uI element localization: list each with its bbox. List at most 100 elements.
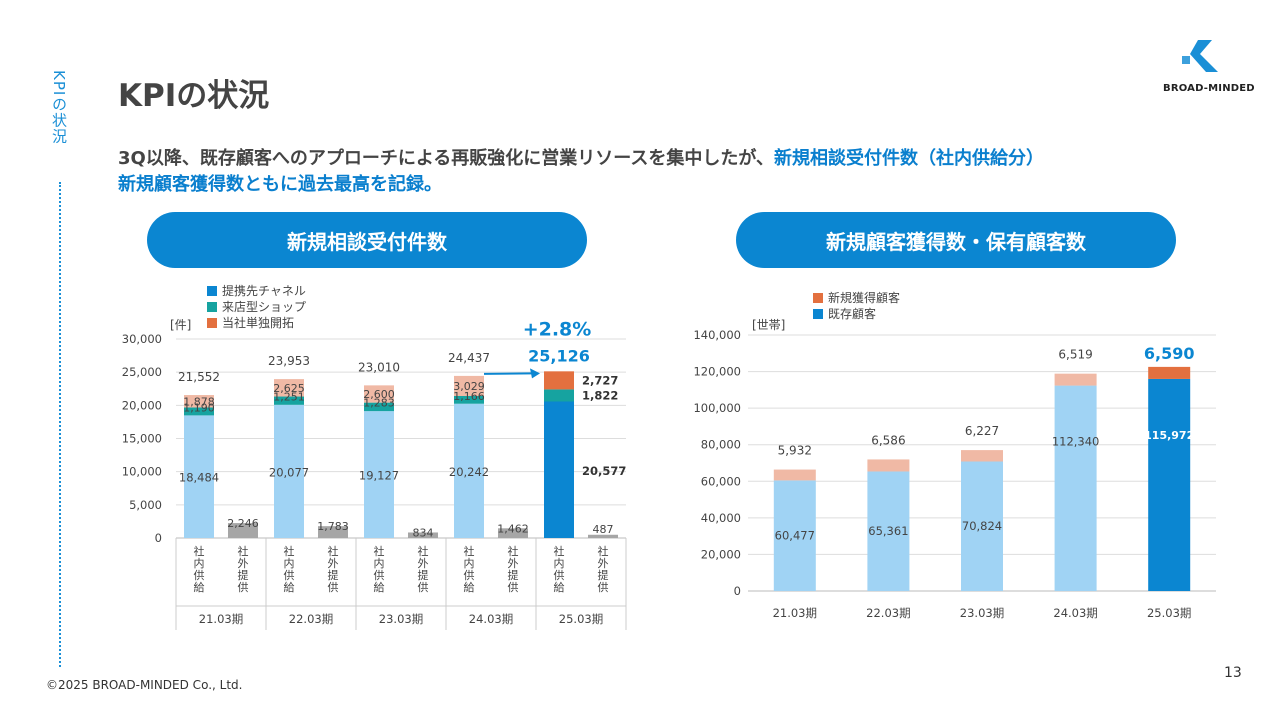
bar-new <box>1054 373 1097 386</box>
y-tick-label: 25,000 <box>122 365 162 379</box>
legend-label: 来店型ショップ <box>222 300 306 314</box>
bar-existing <box>961 461 1003 591</box>
sub-category-label: 給 <box>194 580 205 594</box>
y-tick-label: 5,000 <box>129 498 162 512</box>
label-shop: 1,251 <box>273 391 305 404</box>
period-label: 22.03期 <box>289 612 333 626</box>
label-new: 6,586 <box>871 433 905 447</box>
left-panel-title: 新規相談受付件数 <box>147 212 587 268</box>
label-new: 5,932 <box>778 444 812 458</box>
bar-external <box>408 532 438 538</box>
label-shop: 1,822 <box>582 388 618 402</box>
sub-category-label: 給 <box>284 580 295 594</box>
label-own: 2,625 <box>273 382 305 395</box>
label-own: 3,029 <box>453 380 485 393</box>
label-partner: 20,242 <box>449 465 489 479</box>
legend-swatch <box>813 293 823 303</box>
lead-text: 3Q以降、既存顧客へのアプローチによる再販強化に営業リソースを集中したが、新規相… <box>118 146 1238 198</box>
growth-arrowhead <box>530 368 540 379</box>
sub-category-label: 社 <box>284 544 295 558</box>
sub-category-label: 供 <box>284 568 295 582</box>
sub-category-label: 社 <box>238 544 249 558</box>
label-own: 1,878 <box>183 395 215 408</box>
sub-category-label: 社 <box>508 544 519 558</box>
bar-existing <box>867 471 910 591</box>
bar-own <box>364 385 394 403</box>
y-axis-unit: [件] <box>170 318 191 332</box>
label-total: 25,126 <box>528 346 590 365</box>
sub-category-label: 給 <box>464 580 475 594</box>
label-total: 24,437 <box>448 351 490 365</box>
sub-category-label: 提 <box>328 569 339 582</box>
legend-label: 既存顧客 <box>828 306 876 321</box>
sub-category-label: 供 <box>464 568 475 582</box>
bar-external <box>498 528 528 538</box>
bar-own <box>454 375 484 396</box>
sub-category-label: 供 <box>418 580 429 594</box>
label-own: 2,600 <box>363 388 395 401</box>
legend-swatch <box>207 302 217 312</box>
bar-own <box>544 371 574 390</box>
bar-partner <box>184 415 214 538</box>
bar-shop <box>454 395 484 404</box>
sub-category-label: 社 <box>554 544 565 558</box>
label-shop: 1,190 <box>183 401 215 414</box>
y-tick-label: 60,000 <box>701 474 741 488</box>
legend-swatch <box>813 309 823 319</box>
sub-category-label: 供 <box>374 568 385 582</box>
period-label: 24.03期 <box>469 612 513 626</box>
bar-new <box>867 459 910 472</box>
sub-category-label: 社 <box>194 544 205 558</box>
sub-category-label: 社 <box>464 544 475 558</box>
sub-category-label: 社 <box>598 544 609 558</box>
y-tick-label: 10,000 <box>122 465 162 479</box>
label-partner: 20,077 <box>269 465 309 479</box>
lead-part-1: 3Q以降、既存顧客へのアプローチによる再販強化に営業リソースを集中したが、 <box>118 148 775 169</box>
legend-swatch <box>207 286 217 296</box>
sub-category-label: 提 <box>508 569 519 582</box>
label-external: 487 <box>593 523 614 536</box>
label-existing: 70,824 <box>962 519 1002 533</box>
sub-category-label: 社 <box>374 544 385 558</box>
y-tick-label: 80,000 <box>701 438 741 452</box>
bar-partner <box>544 401 574 538</box>
label-new: 6,227 <box>965 424 999 438</box>
y-tick-label: 0 <box>155 531 162 545</box>
y-tick-label: 40,000 <box>701 511 741 525</box>
logo-wordmark: BROAD-MINDED <box>1163 83 1255 94</box>
label-new: 6,590 <box>1144 344 1195 363</box>
bar-new <box>773 469 816 481</box>
sub-category-label: 内 <box>374 556 385 570</box>
y-tick-label: 30,000 <box>122 332 162 346</box>
label-shop: 1,166 <box>453 390 485 403</box>
page-title: KPIの状況 <box>118 78 270 114</box>
bar-external <box>228 523 258 538</box>
bar-external <box>318 526 348 538</box>
side-section-label: KPIの状況 <box>50 70 68 145</box>
growth-label: +2.8% <box>523 318 592 340</box>
bar-new <box>961 450 1003 462</box>
sub-category-label: 供 <box>508 580 519 594</box>
bar-external <box>588 534 618 538</box>
bar-shop <box>184 407 214 416</box>
label-existing: 115,972 <box>1144 429 1194 442</box>
label-external: 1,462 <box>497 522 529 535</box>
y-tick-label: 20,000 <box>701 547 741 561</box>
sub-category-label: 外 <box>238 557 249 570</box>
sub-category-label: 外 <box>508 557 519 570</box>
label-shop: 1,283 <box>363 397 395 410</box>
sub-category-label: 外 <box>418 557 429 570</box>
label-partner: 20,577 <box>582 464 626 478</box>
sub-category-label: 内 <box>464 556 475 570</box>
bar-existing <box>773 480 816 591</box>
sub-category-label: 供 <box>194 568 205 582</box>
label-external: 2,246 <box>227 517 259 530</box>
sub-category-label: 社 <box>328 544 339 558</box>
sub-category-label: 内 <box>554 556 565 570</box>
sub-category-label: 外 <box>598 557 609 570</box>
y-tick-label: 20,000 <box>122 398 162 412</box>
copyright: ©2025 BROAD-MINDED Co., Ltd. <box>46 678 243 692</box>
broad-minded-logo <box>1182 40 1218 72</box>
